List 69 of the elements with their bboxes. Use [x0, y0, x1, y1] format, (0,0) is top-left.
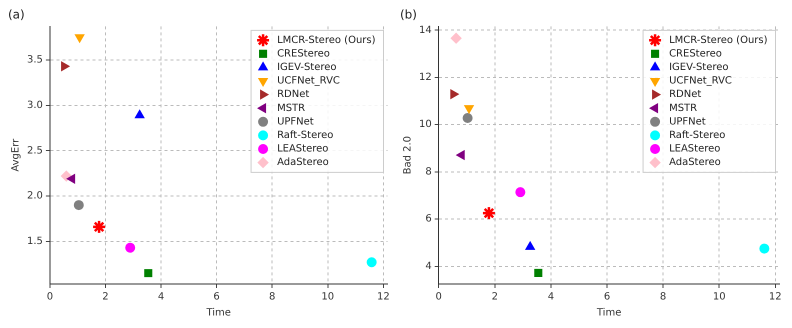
x-tick-label: 2 — [492, 292, 498, 303]
y-axis-title: Bad 2.0 — [402, 136, 414, 174]
x-tick-label: 8 — [660, 292, 666, 303]
x-tick-label: 2 — [102, 292, 109, 303]
legend-label: LEAStereo — [277, 144, 328, 155]
legend-label: AdaStereo — [277, 157, 329, 168]
point — [450, 89, 459, 99]
x-tick-label: 0 — [436, 292, 442, 303]
x-tick-label: 6 — [213, 292, 220, 303]
legend-label: MSTR — [669, 102, 698, 114]
legend-label: UCFNet_RVC — [277, 76, 340, 87]
point — [366, 257, 377, 268]
y-tick-label: 3.0 — [26, 100, 43, 111]
y-tick-label: 14 — [418, 24, 432, 36]
point — [92, 220, 106, 234]
y-tick-label: 12 — [418, 72, 432, 83]
point — [144, 269, 152, 278]
y-tick-label: 4 — [425, 260, 432, 272]
point — [759, 244, 770, 254]
chart-title: (a) — [8, 7, 25, 22]
legend-label: RDNet — [669, 89, 702, 100]
x-tick-label: 8 — [269, 292, 276, 303]
point — [515, 187, 526, 198]
x-axis-title: Time — [205, 308, 231, 319]
point — [74, 200, 84, 210]
legend-label: AdaStereo — [669, 157, 721, 168]
chart-title: (b) — [400, 7, 417, 22]
x-tick-label: 12 — [768, 292, 782, 303]
point — [74, 34, 84, 43]
y-tick-label: 8 — [425, 166, 432, 178]
point — [525, 241, 535, 250]
legend-label: Raft-Stereo — [277, 130, 334, 141]
legend-label: IGEV-Stereo — [669, 62, 729, 73]
legend-label: IGEV-Stereo — [277, 62, 337, 73]
y-tick-label: 2.5 — [26, 145, 43, 156]
x-axis-title: Time — [596, 308, 622, 319]
point — [125, 242, 136, 253]
x-tick-label: 0 — [46, 292, 54, 303]
legend-label: UPFNet — [669, 116, 706, 128]
legend-label: LMCR-Stereo (Ours) — [669, 34, 768, 46]
legend-label: CREStereo — [277, 48, 330, 60]
y-tick-label: 6 — [425, 214, 432, 225]
x-tick-label: 12 — [376, 292, 390, 303]
y-axis-title: AvgErr — [10, 138, 22, 172]
point — [66, 174, 76, 184]
y-tick-label: 3.5 — [26, 54, 43, 66]
legend-label: UCFNet_RVC — [669, 76, 732, 87]
legend-label: RDNet — [277, 89, 310, 100]
y-tick-label: 1.5 — [26, 236, 43, 247]
x-tick-label: 10 — [712, 292, 726, 303]
point — [464, 105, 474, 114]
point — [456, 150, 465, 160]
y-tick-label: 2.0 — [26, 190, 43, 202]
point — [462, 113, 473, 124]
x-tick-label: 4 — [548, 292, 554, 303]
point — [534, 268, 542, 277]
legend-label: MSTR — [277, 102, 306, 114]
legend-label: CREStereo — [669, 48, 722, 60]
x-tick-label: 10 — [321, 292, 334, 303]
legend-label: LEAStereo — [669, 144, 720, 155]
legend-label: Raft-Stereo — [669, 130, 726, 141]
point — [482, 206, 496, 220]
legend-label: LMCR-Stereo (Ours) — [277, 34, 376, 46]
x-tick-label: 6 — [604, 292, 610, 303]
legend-label: UPFNet — [277, 116, 314, 128]
x-tick-label: 4 — [158, 292, 164, 303]
point — [450, 32, 462, 44]
y-tick-label: 10 — [418, 119, 432, 130]
point — [134, 110, 144, 118]
